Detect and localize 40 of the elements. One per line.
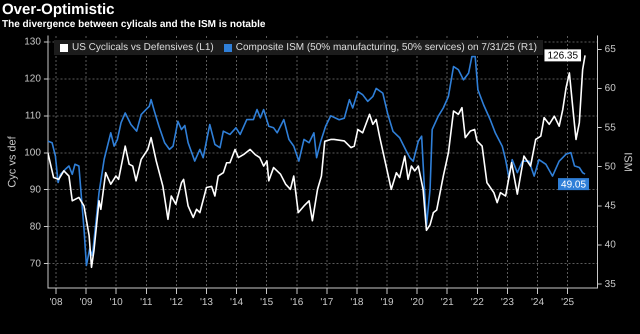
x-tick-label: '17 (320, 296, 334, 308)
chart-subtitle: The divergence between cylicals and the ISM is notable (2, 19, 266, 30)
legend-label: US Cyclicals vs Defensives (L1) (72, 42, 214, 53)
x-tick-label: '25 (561, 296, 575, 308)
x-tick-label: '12 (170, 296, 184, 308)
x-tick-label: '21 (440, 296, 454, 308)
y-tick-label: 90 (30, 184, 42, 196)
y2-axis-title: ISM (621, 152, 634, 172)
x-tick-label: '24 (530, 296, 544, 308)
x-tick-label: '20 (410, 296, 424, 308)
x-tick-label: '14 (230, 296, 244, 308)
y-tick-label: 70 (30, 258, 42, 270)
x-tick-label: '13 (200, 296, 214, 308)
y2-tick-label: 35 (604, 278, 616, 290)
y-tick-label: 80 (30, 221, 42, 232)
x-tick-label: '16 (290, 296, 304, 308)
x-tick-label: '23 (500, 296, 514, 308)
x-tick-label: '09 (80, 296, 94, 308)
y-axis-title: Cyc vs def (6, 135, 19, 188)
y2-tick-label: 45 (604, 200, 616, 212)
x-tick-label: '15 (260, 296, 274, 308)
y2-tick-label: 65 (604, 44, 616, 56)
y-tick-label: 110 (24, 110, 42, 122)
y-tick-label: 120 (24, 74, 42, 85)
x-tick-label: '22 (470, 296, 484, 308)
y-tick-label: 100 (24, 148, 42, 159)
chart-title: Over-Optimistic (2, 1, 115, 18)
x-tick-label: '18 (350, 296, 364, 308)
x-tick-label: '19 (380, 296, 394, 308)
x-tick-label: '08 (49, 296, 63, 308)
y2-tick-label: 40 (604, 240, 616, 251)
x-tick-label: '11 (140, 296, 153, 308)
legend-label: Composite ISM (50% manufacturing, 50% services) on 7/31/25 (R1) (236, 42, 537, 53)
y2-tick-label: 55 (604, 122, 616, 134)
x-tick-label: '10 (110, 296, 124, 308)
y2-tick-label: 60 (604, 83, 616, 94)
y-tick-label: 130 (24, 36, 42, 48)
data-label: 49.05 (561, 179, 586, 190)
y2-tick-label: 50 (604, 161, 616, 172)
data-label: 126.35 (547, 50, 578, 62)
